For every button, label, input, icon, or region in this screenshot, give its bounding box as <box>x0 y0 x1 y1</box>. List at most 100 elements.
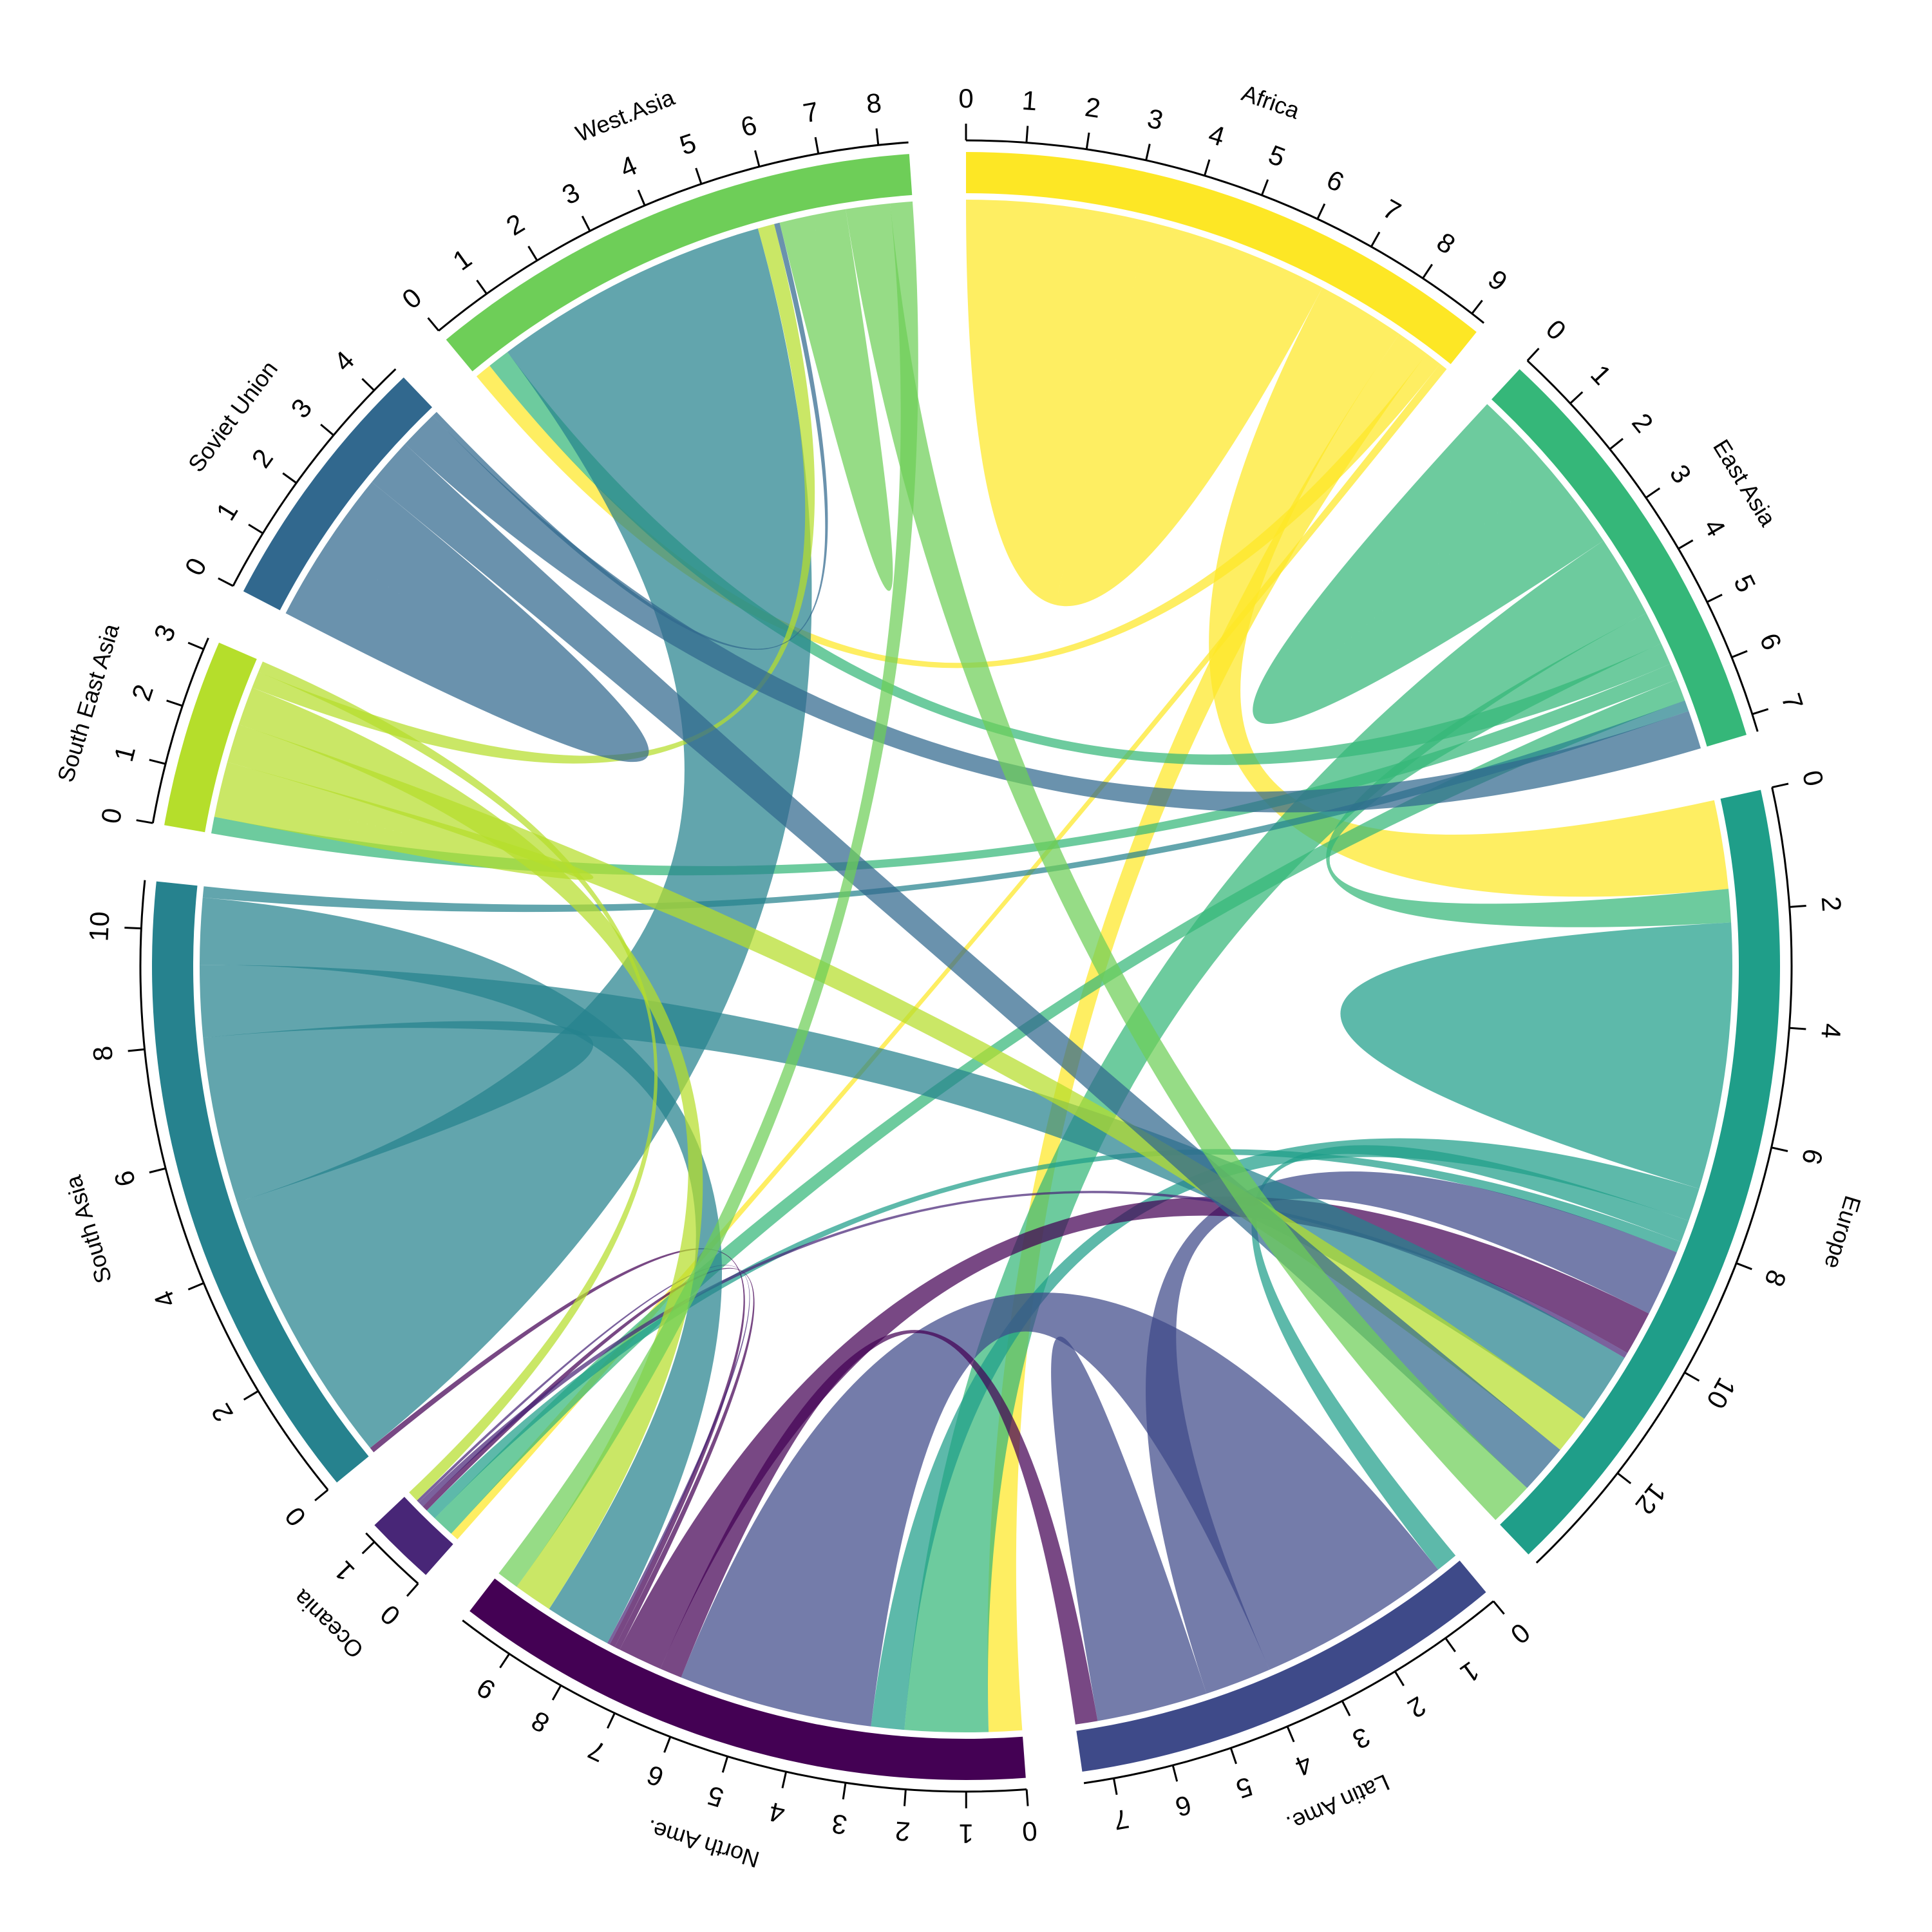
tick-mark <box>1229 1747 1237 1765</box>
tick-mark <box>476 279 488 295</box>
chord <box>1146 1171 1677 1694</box>
tick-mark <box>1444 1637 1456 1653</box>
tick-mark <box>1684 1371 1700 1382</box>
tick-label: 6 <box>1796 1146 1829 1168</box>
sector <box>243 377 433 611</box>
tick-mark <box>1526 347 1540 362</box>
axis-line <box>965 139 1485 324</box>
tick-mark <box>149 759 166 765</box>
tick-mark <box>1204 159 1211 176</box>
tick-mark <box>1422 263 1434 279</box>
chord <box>211 663 1677 876</box>
sector-label: South East Asia <box>52 620 125 785</box>
tick-label: 1 <box>1455 1656 1484 1689</box>
tick-label: 1 <box>108 743 141 764</box>
tick-mark <box>128 1048 145 1052</box>
tick-label: 2 <box>1816 895 1848 913</box>
tick-mark <box>842 1783 847 1800</box>
chord <box>451 364 1447 1540</box>
chord <box>214 762 594 880</box>
tick-label: 8 <box>1759 1266 1792 1291</box>
tick-label: 1 <box>210 497 243 526</box>
tick-mark <box>1260 179 1269 196</box>
chord <box>1340 922 1732 1189</box>
tick-mark <box>243 1390 259 1401</box>
tick-label: 7 <box>1111 1803 1131 1835</box>
tick-label: 4 <box>766 1797 788 1830</box>
tick-mark <box>1752 708 1769 715</box>
tick-label: 2 <box>1083 91 1103 124</box>
chord <box>227 724 1585 1450</box>
tick-label: 1 <box>447 243 477 276</box>
tick-mark <box>314 1489 329 1502</box>
tick-mark <box>1569 391 1584 404</box>
tick-label: 0 <box>375 1599 406 1632</box>
tick-mark <box>1789 904 1806 908</box>
tick-mark <box>1492 1600 1505 1615</box>
tick-mark <box>875 128 880 146</box>
tick-mark <box>1616 1472 1632 1484</box>
tick-mark <box>361 377 375 392</box>
tick-label: 5 <box>1728 570 1761 597</box>
sector <box>374 1497 453 1575</box>
tick-mark <box>903 1789 907 1806</box>
tick-label: 3 <box>829 1808 849 1841</box>
chords <box>200 200 1732 1732</box>
sector-label: Oceania <box>288 1584 369 1663</box>
tick-label: 6 <box>737 109 759 142</box>
tick-label: 4 <box>1698 513 1731 542</box>
sector <box>1492 369 1747 747</box>
tick-label: 0 <box>279 1501 312 1532</box>
tick-mark <box>721 1756 729 1773</box>
tick-mark <box>1171 1765 1179 1782</box>
axis-line <box>1535 787 1793 1564</box>
tick-label: 8 <box>865 88 883 119</box>
tick-label: 1 <box>1021 85 1038 117</box>
axis-line <box>462 1619 1027 1793</box>
tick-label: 0 <box>1505 1617 1536 1650</box>
tick-label: 1 <box>959 1819 974 1849</box>
tick-label: 5 <box>1264 139 1289 173</box>
sector <box>164 642 257 833</box>
tick-mark <box>1707 594 1723 603</box>
axis-line <box>438 141 909 332</box>
tick-mark <box>527 245 538 261</box>
tick-mark <box>1771 1146 1788 1152</box>
tick-label: 9 <box>1482 264 1513 297</box>
tick-mark <box>218 577 234 587</box>
chord <box>200 965 1625 1419</box>
tick-label: 6 <box>1322 164 1349 198</box>
tick-mark <box>1112 1778 1118 1795</box>
tick-label: 7 <box>583 1734 610 1768</box>
sector <box>1076 1560 1486 1772</box>
tick-label: 6 <box>1754 629 1788 654</box>
tick-mark <box>149 1167 166 1174</box>
tick-mark <box>581 215 591 232</box>
sector <box>151 881 369 1483</box>
sector <box>446 154 913 372</box>
tick-label: 10 <box>83 911 115 942</box>
tick-mark <box>361 1541 375 1555</box>
tick-label: 1 <box>1585 359 1617 390</box>
tick-label: 5 <box>704 1780 727 1814</box>
tick-mark <box>1316 203 1326 220</box>
tick-mark <box>282 472 298 484</box>
tick-label: 10 <box>1701 1373 1742 1414</box>
tick-mark <box>124 926 142 930</box>
chord <box>1251 1145 1689 1570</box>
axis-line <box>1526 359 1759 732</box>
tick-label: 2 <box>501 208 529 242</box>
tick-mark <box>1678 539 1694 550</box>
tick-mark <box>637 189 646 206</box>
tick-label: 2 <box>245 443 279 473</box>
tick-label: 8 <box>526 1705 554 1739</box>
tick-label: 0 <box>1021 1815 1039 1847</box>
axis-line <box>232 368 397 587</box>
tick-label: 2 <box>1626 408 1659 439</box>
tick-mark <box>551 1685 562 1701</box>
tick-label: 4 <box>616 150 641 184</box>
chord <box>987 334 1427 1732</box>
axis-line <box>151 638 209 824</box>
sector-label: West.Asia <box>572 84 679 147</box>
